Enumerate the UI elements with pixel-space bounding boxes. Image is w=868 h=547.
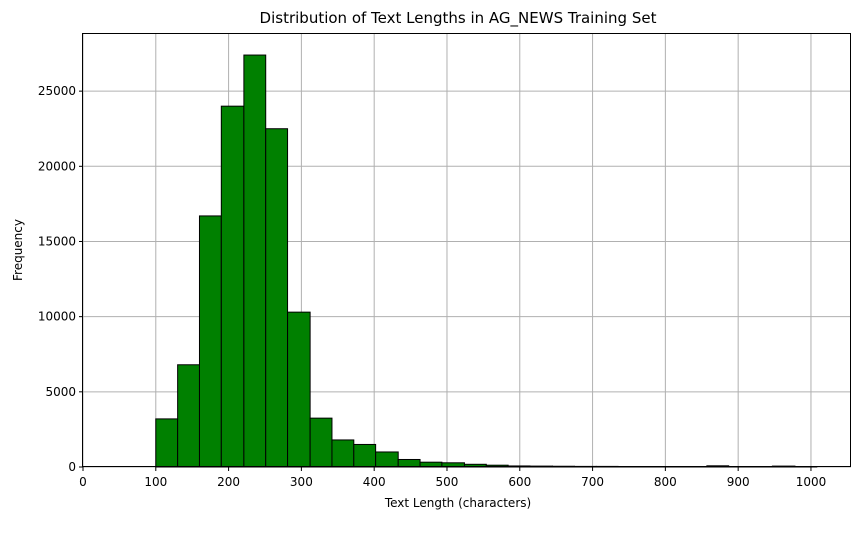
x-axis-ticks: 0 100 200 300 400 500 600 700 800 900 1000 bbox=[79, 467, 826, 489]
x-tick-label: 400 bbox=[363, 475, 386, 489]
y-axis-ticks: 0 5000 10000 15000 20000 25000 bbox=[38, 84, 83, 474]
y-tick-label: 0 bbox=[68, 460, 76, 474]
x-tick-label: 1000 bbox=[796, 475, 827, 489]
histogram-bar bbox=[287, 311, 311, 468]
x-tick-label: 700 bbox=[581, 475, 604, 489]
histogram-bar bbox=[375, 451, 399, 468]
plot-frame bbox=[82, 33, 851, 467]
x-tick-label: 0 bbox=[79, 475, 87, 489]
histogram-bar bbox=[198, 215, 222, 468]
y-tick-label: 20000 bbox=[38, 159, 76, 173]
histogram-bar bbox=[220, 105, 245, 468]
histogram-bar bbox=[309, 417, 333, 468]
histogram-bar bbox=[155, 418, 179, 468]
x-tick-label: 600 bbox=[508, 475, 531, 489]
y-tick-label: 10000 bbox=[38, 310, 76, 324]
x-tick-label: 900 bbox=[727, 475, 750, 489]
y-tick-label: 25000 bbox=[38, 84, 76, 98]
histogram-bar bbox=[397, 458, 421, 468]
chart-title: Distribution of Text Lengths in AG_NEWS … bbox=[260, 9, 657, 28]
x-tick-label: 200 bbox=[217, 475, 240, 489]
x-tick-label: 800 bbox=[654, 475, 677, 489]
histogram-bars bbox=[155, 54, 818, 468]
y-tick-label: 15000 bbox=[38, 234, 76, 248]
histogram-bar bbox=[331, 439, 355, 468]
x-tick-label: 300 bbox=[290, 475, 313, 489]
histogram-bar bbox=[177, 364, 200, 468]
histogram-bar bbox=[353, 443, 377, 468]
x-tick-label: 100 bbox=[144, 475, 167, 489]
histogram-bar bbox=[243, 54, 267, 468]
histogram-bar bbox=[265, 128, 289, 468]
x-axis-label: Text Length (characters) bbox=[384, 496, 531, 510]
y-axis-label: Frequency bbox=[11, 219, 25, 281]
y-tick-label: 5000 bbox=[45, 385, 76, 399]
x-tick-label: 500 bbox=[436, 475, 459, 489]
